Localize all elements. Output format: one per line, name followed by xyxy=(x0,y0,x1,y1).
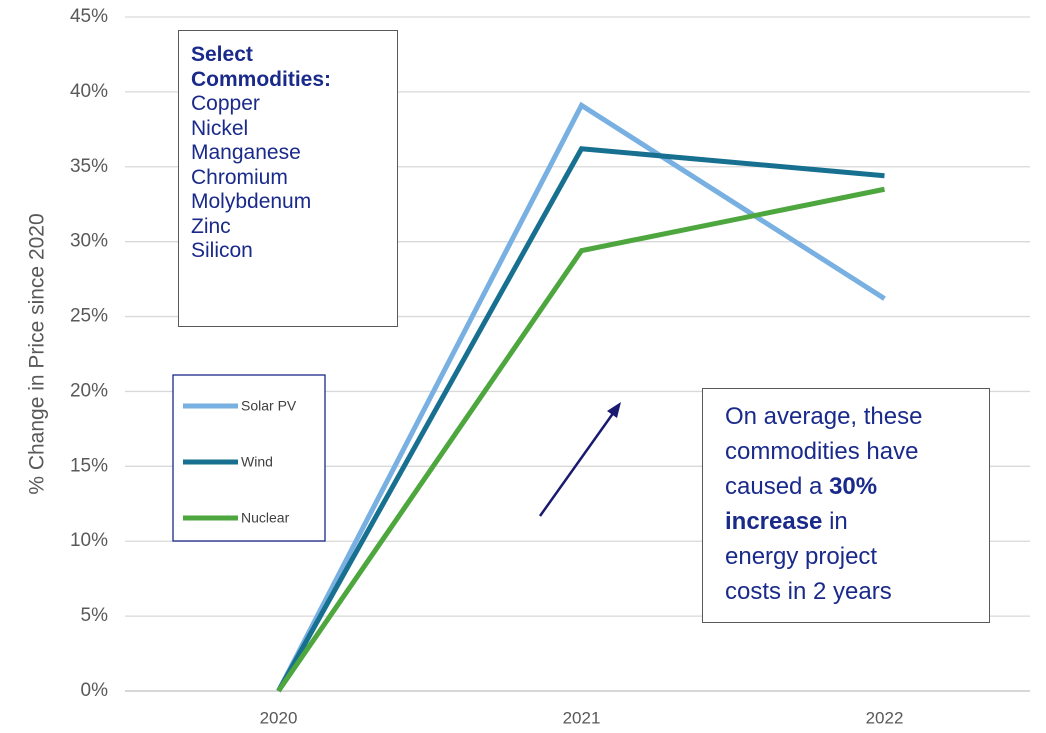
x-tick-label: 2020 xyxy=(260,708,298,727)
commodities-title: Select Commodities: xyxy=(191,43,332,91)
y-tick-label: 30% xyxy=(70,231,108,252)
commodity-item: Zinc xyxy=(191,214,231,238)
commodity-item: Nickel xyxy=(191,116,249,140)
y-tick-label: 25% xyxy=(70,306,108,327)
y-tick-label: 15% xyxy=(70,455,108,476)
annotation-text: commodities have xyxy=(725,438,919,465)
x-tick-label: 2021 xyxy=(563,708,601,727)
annotation-line: On average, these xyxy=(725,399,989,434)
annotation-text: 30% xyxy=(829,473,878,500)
annotation-line: commodities have xyxy=(725,434,989,469)
legend-label: Wind xyxy=(241,454,273,470)
annotation-box: On average, these commodities have caused … xyxy=(702,388,990,623)
annotation-text: costs in 2 years xyxy=(725,578,892,605)
y-tick-label: 20% xyxy=(70,380,108,401)
arrow xyxy=(538,411,616,517)
series-line xyxy=(276,146,885,693)
legend-label: Nuclear xyxy=(241,510,290,526)
annotation-line: caused a 30% xyxy=(725,469,989,504)
commodities-box: Select Commodities: Copper Nickel Manganes… xyxy=(178,30,398,327)
commodity-item: Molybdenum xyxy=(191,190,312,213)
y-tick-label: 35% xyxy=(70,156,108,177)
annotation-text: On average, these xyxy=(725,403,923,430)
annotation-line: increase in xyxy=(725,504,989,539)
series-line xyxy=(276,186,885,693)
commodity-item: Silicon xyxy=(191,239,253,262)
arrow-head xyxy=(607,402,621,418)
annotation-text: caused a xyxy=(725,473,830,500)
legend: Solar PV Wind Nuclear xyxy=(172,374,326,542)
annotation-text: in xyxy=(822,508,848,535)
annotation-line: energy project xyxy=(725,539,989,574)
annotation-text: increase xyxy=(725,508,823,535)
y-tick-label: 5% xyxy=(81,605,109,626)
commodity-item: Copper xyxy=(191,92,260,115)
commodity-item: Chromium xyxy=(191,165,288,189)
commodity-item: Manganese xyxy=(191,141,301,164)
y-tick-label: 10% xyxy=(70,530,108,551)
x-tick-label: 2022 xyxy=(866,708,904,727)
y-tick-label: 45% xyxy=(70,6,108,27)
y-tick-label: 0% xyxy=(81,680,109,701)
series-line xyxy=(276,101,886,693)
annotation-text: energy project xyxy=(725,543,878,570)
y-tick-label: 40% xyxy=(70,81,108,102)
legend-label: Solar PV xyxy=(241,398,297,414)
legend-box xyxy=(172,374,326,542)
y-axis-label: % Change in Price since 2020 xyxy=(26,213,49,494)
annotation-line: costs in 2 years xyxy=(725,574,989,609)
